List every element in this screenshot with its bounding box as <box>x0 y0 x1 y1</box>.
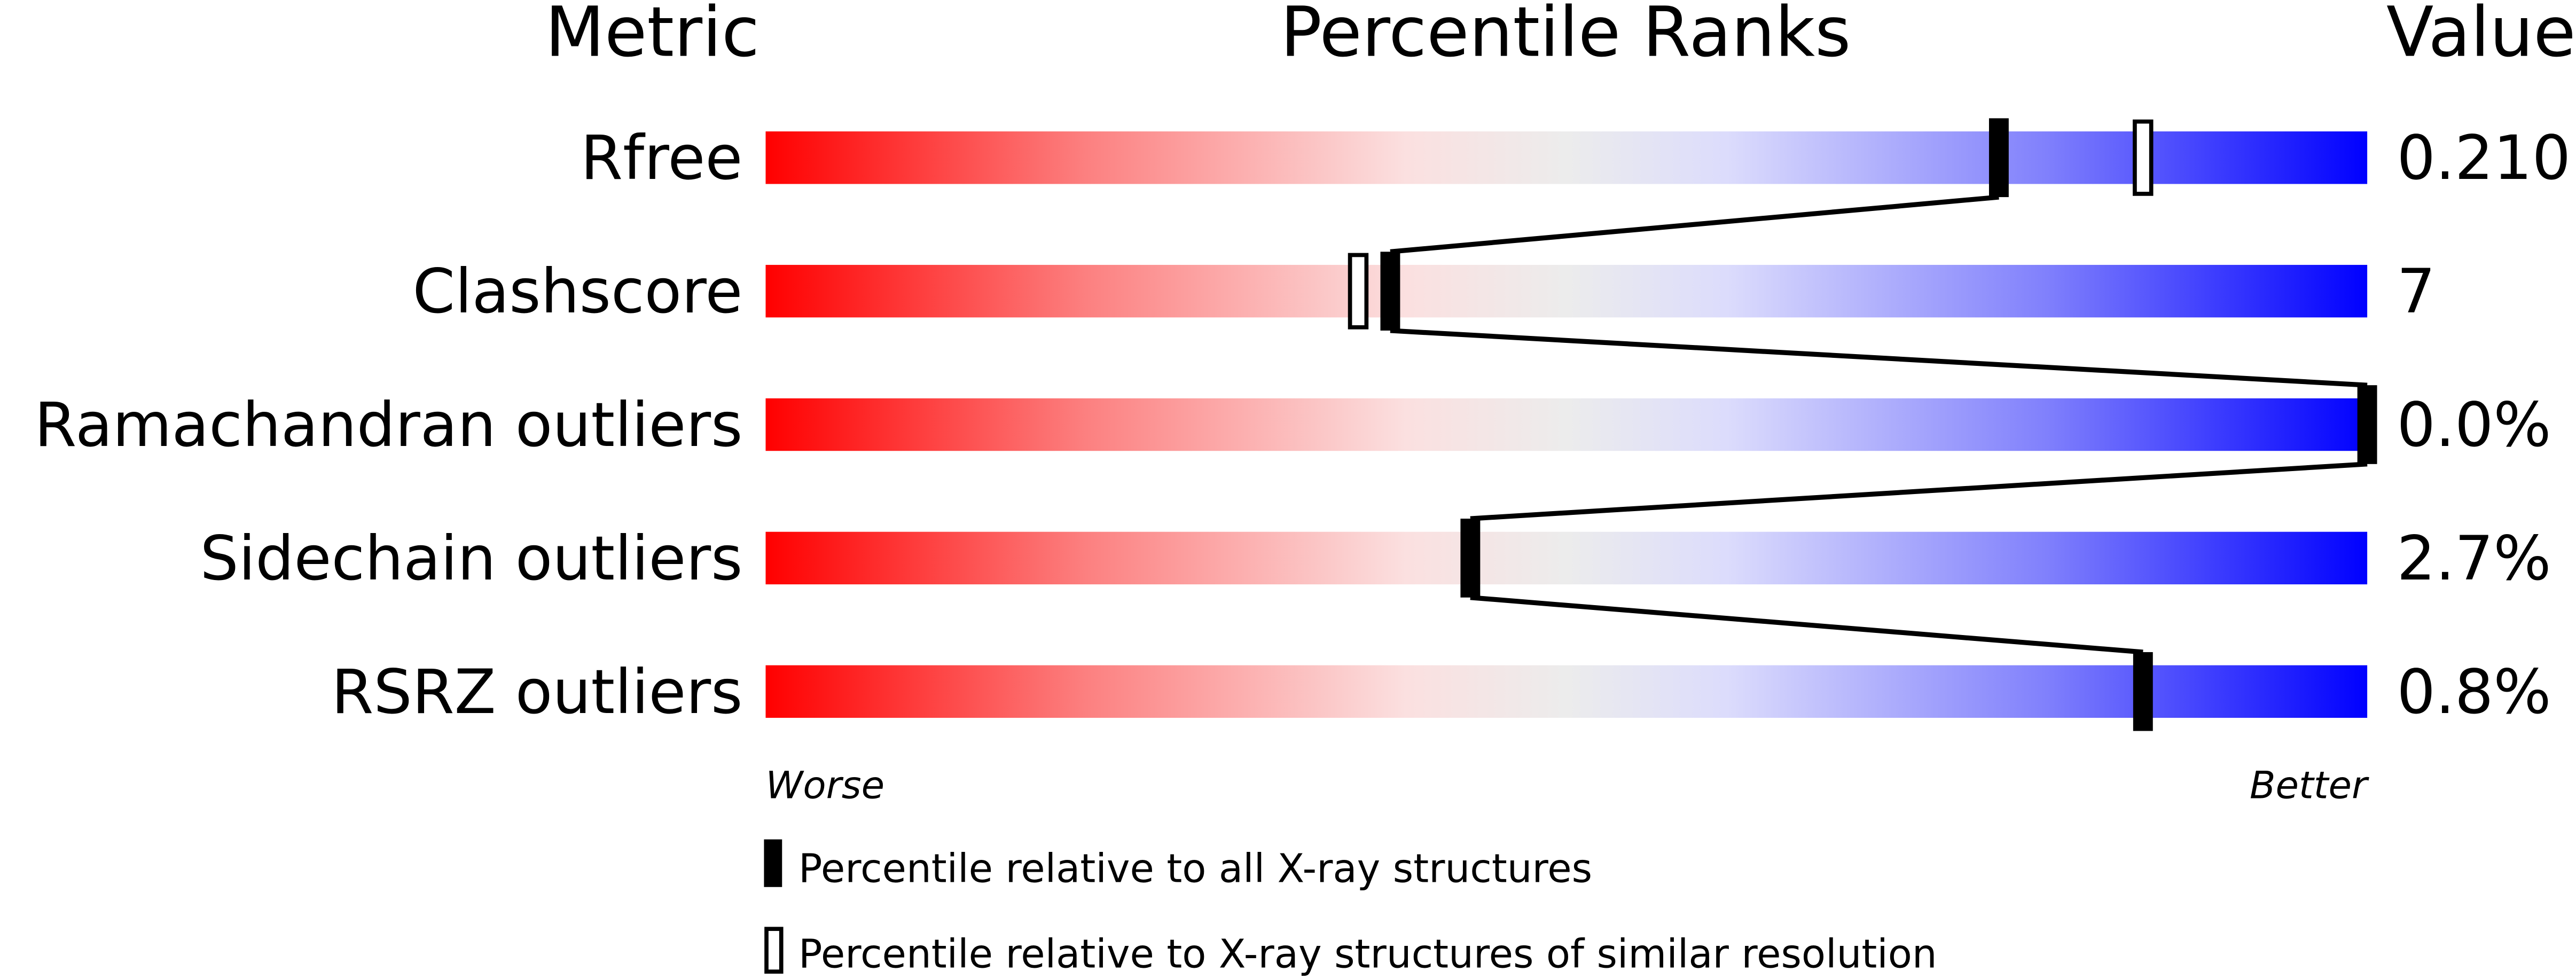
legend-label-similar: Percentile relative to X-ray structures … <box>798 931 1937 977</box>
metric-label: RSRZ outliers <box>331 656 742 727</box>
metric-label: Sidechain outliers <box>200 523 742 594</box>
metric-label: Rfree <box>581 122 742 193</box>
connector-line <box>1470 461 2368 521</box>
marker-all-structures <box>2357 385 2377 464</box>
metric-value: 0.210 <box>2397 122 2571 193</box>
marker-all-structures <box>2133 652 2153 731</box>
marker-all-structures <box>1380 252 1400 331</box>
metric-value: 2.7% <box>2397 523 2551 594</box>
connector-line <box>1390 194 1999 254</box>
axis-label-worse: Worse <box>765 763 884 808</box>
metric-value: 0.8% <box>2397 656 2551 727</box>
marker-all-structures <box>1988 118 2009 198</box>
metric-label: Clashscore <box>413 256 743 327</box>
header-metric: Metric <box>545 0 760 73</box>
legend-label-all: Percentile relative to all X-ray structu… <box>798 846 1592 892</box>
percentile-bar <box>765 264 2368 318</box>
header-value: Value <box>2386 0 2576 73</box>
connector-line <box>1470 595 2143 655</box>
metric-value: 0.0% <box>2397 389 2551 460</box>
percentile-bar <box>765 398 2368 451</box>
marker-similar-resolution <box>2133 119 2154 196</box>
header-percentile-ranks: Percentile Ranks <box>1280 0 1851 73</box>
marker-all-structures <box>1460 519 1481 598</box>
marker-similar-resolution <box>1348 253 1369 330</box>
metric-label: Ramachandran outliers <box>34 389 742 460</box>
percentile-bar <box>765 531 2368 585</box>
connector-line <box>1390 328 2368 388</box>
legend-filled-marker-icon <box>764 839 782 887</box>
percentile-bar <box>765 131 2368 184</box>
legend-open-marker-icon <box>764 927 784 974</box>
metric-value: 7 <box>2397 256 2435 327</box>
axis-label-better: Better <box>2250 763 2369 808</box>
percentile-bar <box>765 665 2368 718</box>
